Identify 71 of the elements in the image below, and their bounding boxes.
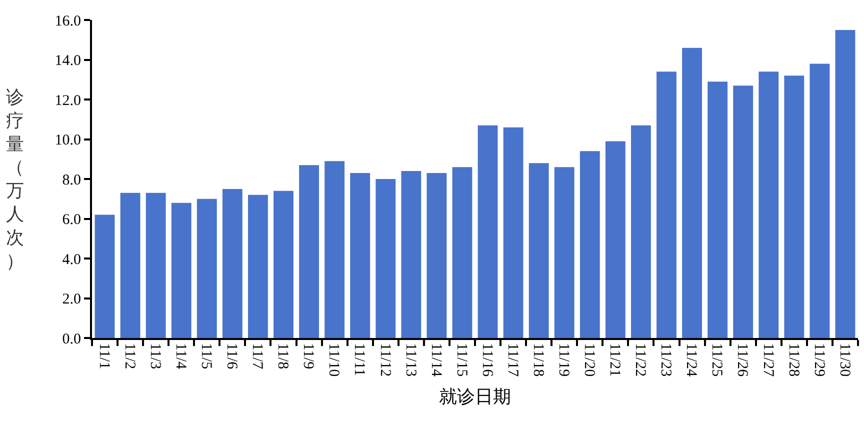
x-tick-label: 11/7: [249, 343, 266, 370]
y-tick-label: 12.0: [54, 92, 81, 109]
bar: [682, 48, 702, 338]
x-tick-label: 11/23: [658, 343, 674, 377]
x-tick-label: 11/19: [555, 343, 572, 377]
bar: [196, 198, 217, 338]
bar: [835, 30, 856, 338]
x-tick-label: 11/16: [478, 343, 495, 378]
bar: [274, 190, 294, 338]
bar: [248, 194, 268, 338]
bar: [120, 192, 140, 338]
x-tick-label: 11/25: [708, 343, 725, 377]
x-tick-label: 11/18: [530, 343, 546, 377]
bar: [146, 192, 166, 338]
x-tick-label: 11/3: [146, 343, 163, 370]
x-tick-label: 11/15: [453, 343, 470, 377]
x-tick-label: 11/9: [300, 343, 316, 370]
x-tick-label: 11/14: [428, 343, 444, 378]
x-tick-label: 11/8: [274, 343, 291, 370]
bar: [733, 86, 754, 338]
bar: [554, 167, 574, 338]
bar: [94, 214, 115, 338]
bar: [656, 72, 676, 338]
x-tick-label: 11/2: [121, 343, 138, 370]
x-tick-label: 11/27: [760, 343, 776, 378]
bar: [580, 151, 600, 338]
bar: [426, 173, 447, 338]
x-tick-label: 11/29: [810, 343, 827, 377]
y-tick-label: 0.0: [62, 331, 81, 348]
bar: [708, 82, 728, 338]
bar: [452, 167, 472, 338]
y-axis-title: 诊疗量（万人次）: [6, 87, 24, 271]
bar: [631, 125, 651, 338]
bar: [350, 173, 370, 338]
x-tick-label: 11/5: [198, 343, 214, 370]
bar: [784, 76, 804, 338]
y-tick-label: 4.0: [62, 252, 81, 268]
bar: [324, 161, 345, 338]
bar: [528, 163, 549, 338]
x-axis-title: 就诊日期: [439, 386, 511, 407]
x-tick-label: 11/28: [785, 343, 802, 377]
bar: [401, 171, 422, 338]
x-tick-label: 11/6: [224, 343, 240, 370]
bar: [376, 179, 396, 338]
x-tick-label: 11/10: [326, 343, 342, 377]
x-tick-label: 11/24: [683, 343, 700, 378]
y-tick-label: 16.0: [54, 13, 81, 30]
y-tick-label: 8.0: [62, 172, 81, 188]
y-tick-label: 2.0: [62, 292, 81, 308]
bar: [222, 188, 242, 338]
x-tick-label: 11/21: [606, 343, 623, 377]
x-tick-label: 11/30: [836, 343, 852, 377]
x-tick-label: 11/17: [504, 343, 520, 378]
x-tick-label: 11/12: [376, 343, 393, 377]
x-tick-label: 11/20: [581, 343, 598, 377]
x-tick-label: 11/1: [96, 343, 112, 370]
y-tick-label: 6.0: [62, 212, 81, 228]
x-tick-label: 11/4: [172, 343, 188, 370]
bar: [299, 165, 319, 338]
bar: [605, 141, 626, 338]
y-tick-label: 10.0: [54, 132, 81, 148]
bar: [758, 72, 779, 338]
y-tick-label: 14.0: [54, 53, 81, 69]
bar: [171, 202, 192, 338]
bar: [810, 64, 830, 338]
bar: [503, 127, 524, 338]
x-tick-label: 11/26: [734, 343, 750, 378]
bar: [478, 125, 498, 338]
x-tick-label: 11/11: [351, 343, 368, 376]
x-tick-label: 11/22: [632, 343, 648, 377]
x-tick-label: 11/13: [402, 343, 418, 377]
